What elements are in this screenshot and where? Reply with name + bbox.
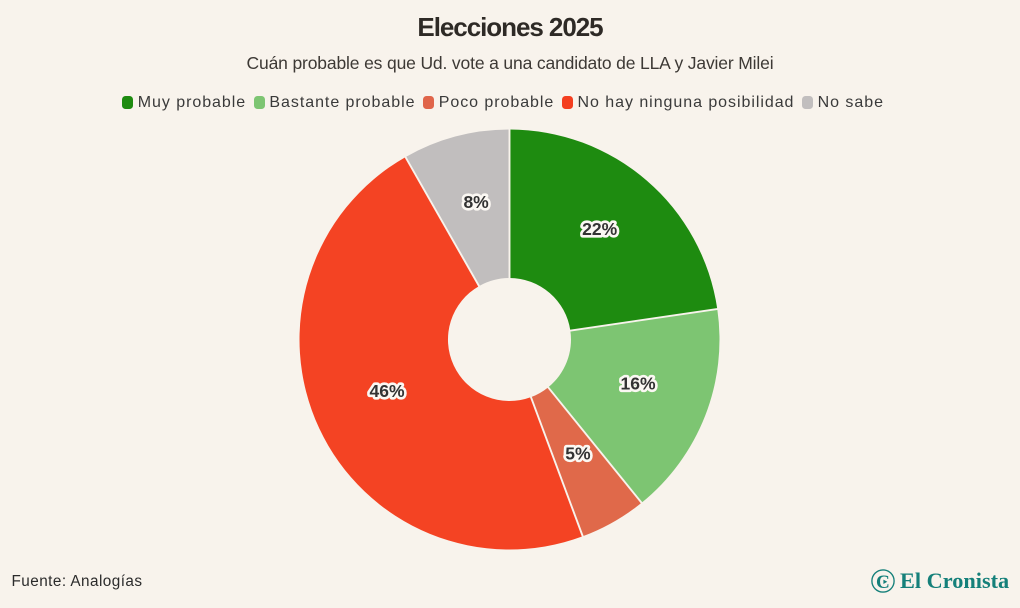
svg-text:C: C xyxy=(876,572,890,593)
svg-text:22%: 22% xyxy=(582,220,617,240)
svg-text:5%: 5% xyxy=(566,444,592,464)
svg-text:16%: 16% xyxy=(621,374,656,394)
svg-text:8%: 8% xyxy=(464,193,490,213)
svg-text:46%: 46% xyxy=(370,381,405,401)
